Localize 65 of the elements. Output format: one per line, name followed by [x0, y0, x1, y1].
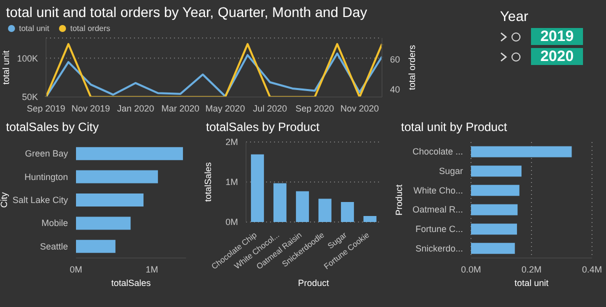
x-axis-title: total unit [514, 278, 550, 288]
y-tick-label: Fortune C... [415, 224, 463, 234]
legend-label: total orders [70, 24, 110, 33]
bar [76, 240, 116, 253]
x-tick-label: Jul 2020 [252, 103, 288, 114]
bar [471, 146, 572, 158]
y-tick-label: Oatmeal R... [412, 204, 463, 215]
y-tick-label: Seattle [40, 241, 68, 252]
y-axis-title: City [0, 192, 10, 208]
y-tick-label: 0M [225, 217, 238, 228]
x-tick-label: May 2020 [205, 103, 245, 114]
y2-tick-label: 60 [390, 54, 400, 64]
x-tick-label: Sep 2020 [296, 103, 334, 114]
x-axis-title: Product [298, 278, 330, 288]
x-tick-label: 0M [70, 264, 82, 274]
chart-title: total unit and total orders by Year, Quarter, Month and Day [5, 3, 368, 22]
x-tick-label: 0.4M [582, 264, 602, 274]
y-tick-label: Chocolate ... [412, 146, 463, 157]
y-tick-label: Mobile [41, 218, 68, 228]
category-label: 2020 [531, 48, 583, 65]
bar [471, 224, 517, 235]
bar [471, 242, 515, 254]
y-axis-title: totalSales [203, 162, 214, 202]
bar [273, 183, 286, 222]
y2-tick-label: 40 [390, 84, 400, 95]
x-tick-label: Jan 2020 [117, 103, 154, 114]
x-tick-label: Sep 2019 [26, 103, 66, 114]
chart-title: totalSales by Product [205, 119, 320, 136]
bar [76, 170, 158, 184]
y-tick-label: 2M [225, 137, 238, 148]
chart-title: total unit by Product [400, 119, 508, 136]
y-axis-title: total unit [1, 50, 12, 85]
bar [318, 198, 332, 222]
bar [471, 166, 522, 177]
y-tick-label: Huntington [24, 172, 68, 182]
x-tick-label: 0.2M [521, 264, 542, 274]
y-tick-label: Green Bay [24, 148, 68, 159]
bar [76, 194, 144, 207]
x-tick-label: Nov 2019 [72, 103, 110, 114]
x-axis-title: totalSales [111, 278, 152, 288]
bar [250, 154, 264, 222]
x-tick-label: 1M [146, 264, 158, 274]
y-tick-label: 50K [22, 92, 38, 102]
y-tick-label: 1M [225, 177, 238, 188]
y-axis-title: Product [394, 184, 404, 216]
bar [471, 184, 520, 196]
category-label: 2019 [531, 28, 583, 45]
text: Year [500, 8, 530, 24]
legend-label: total unit [19, 24, 50, 33]
y-tick-label: Snickerdo... [415, 243, 463, 254]
y-tick-label: Sugar [438, 166, 463, 176]
bar [76, 216, 131, 230]
bar [296, 191, 309, 222]
bar [340, 202, 354, 222]
x-tick-label: Mar 2020 [161, 103, 200, 114]
chart-title: totalSales by City [5, 119, 100, 136]
y-tick-label: Salt Lake City [12, 195, 68, 205]
x-tick-label: Nov 2020 [340, 103, 379, 114]
y2-axis-title: total orders [407, 44, 418, 90]
y-tick-label: 100K [16, 53, 38, 64]
x-tick-label: 0.0M [460, 264, 482, 274]
bar [471, 204, 518, 216]
bar [76, 147, 183, 160]
bar [363, 216, 376, 222]
y-tick-label: White Cho... [413, 185, 463, 196]
